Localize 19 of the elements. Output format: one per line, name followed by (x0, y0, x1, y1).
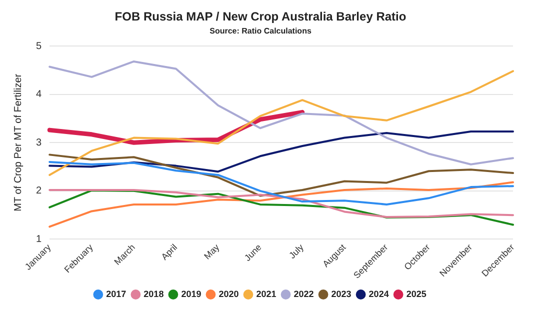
legend-label: 2024 (368, 288, 389, 299)
legend-label: 2022 (294, 288, 314, 299)
y-tick-label: 3 (36, 137, 42, 148)
y-tick-label: 1 (36, 234, 42, 245)
legend-label: 2019 (181, 288, 202, 299)
y-tick-label: 4 (36, 89, 42, 100)
legend-label: 2021 (256, 288, 276, 299)
y-tick-label: 5 (36, 40, 42, 52)
legend-label: 2023 (331, 288, 352, 299)
legend-label: 2018 (144, 288, 164, 299)
legend-label: 2017 (106, 288, 126, 299)
chart-title: FOB Russia MAP / New Crop Australia Barley Ratio (114, 10, 406, 24)
x-tick-label: May (202, 242, 222, 262)
legend-label: 2020 (218, 288, 239, 299)
y-axis-title: MT of Crop Per MT of Fertilizer (12, 73, 24, 212)
x-tick-label: July (287, 242, 306, 261)
chart-subtitle: Source: Ratio Calculations (210, 26, 312, 36)
legend-label: 2025 (406, 288, 426, 299)
y-tick-label: 2 (36, 186, 42, 197)
